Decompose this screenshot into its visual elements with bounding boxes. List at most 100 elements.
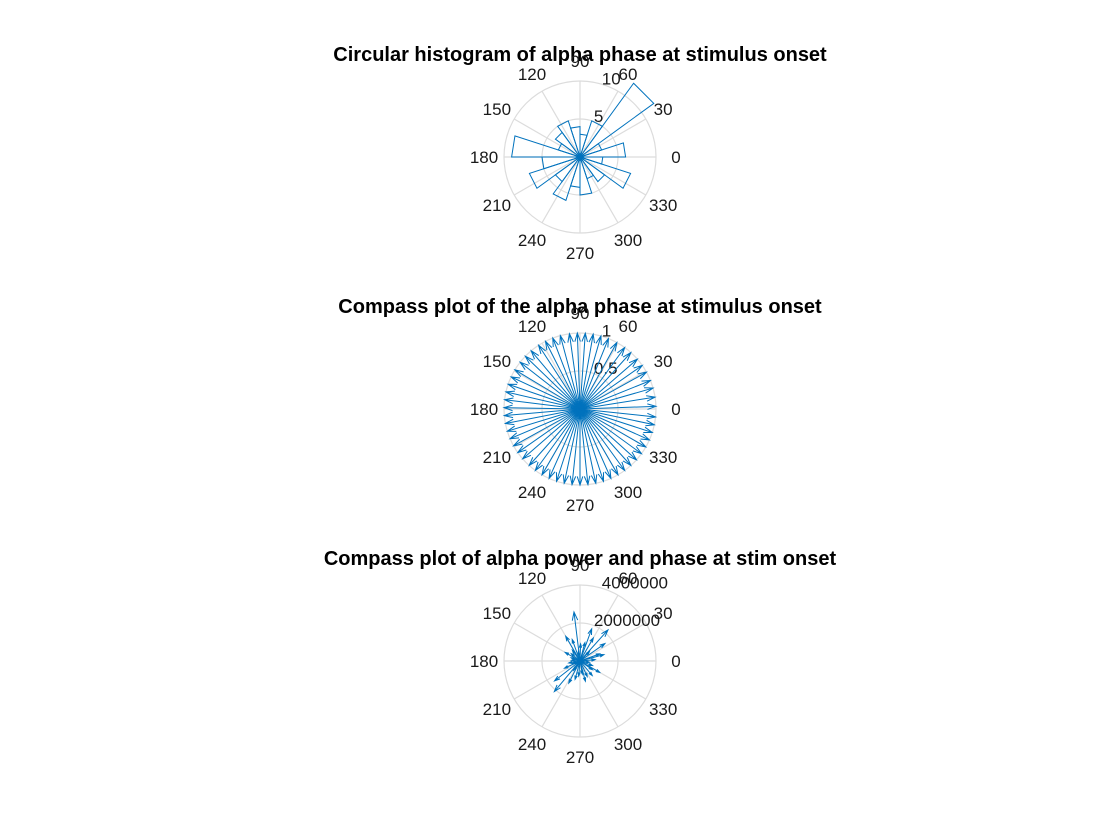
angle-tick-label: 90 — [571, 304, 590, 323]
compass-arrow — [502, 404, 581, 412]
compass-arrow — [579, 351, 632, 410]
compass-arrow — [579, 408, 658, 420]
compass-arrow — [516, 408, 581, 454]
angle-tick-label: 0 — [671, 148, 680, 167]
compass-arrow — [579, 358, 639, 410]
radial-tick-label: 10 — [602, 70, 621, 89]
compass-arrow — [521, 408, 581, 460]
angle-tick-label: 300 — [614, 231, 642, 250]
compass-arrow — [579, 346, 626, 410]
compass-arrow — [579, 395, 657, 410]
compass-arrow — [576, 409, 584, 487]
compass-arrow — [579, 642, 607, 662]
compass-arrow — [544, 339, 581, 410]
compass-arrow — [579, 379, 652, 410]
angle-tick-label: 30 — [654, 352, 673, 371]
angle-tick-label: 330 — [649, 448, 677, 467]
compass-arrow — [553, 660, 581, 693]
compass-arrow — [579, 660, 592, 664]
compass-arrow — [508, 408, 581, 440]
compass-arrow — [579, 408, 638, 461]
grid-spoke — [541, 660, 581, 728]
compass-arrow — [579, 387, 655, 410]
angle-tick-label: 300 — [614, 735, 642, 754]
compass-arrow — [579, 334, 602, 410]
compass-arrow — [579, 337, 610, 410]
angle-tick-label: 90 — [571, 556, 590, 575]
angle-tick-label: 60 — [619, 65, 638, 84]
compass-arrow — [579, 408, 643, 455]
compass-arrow — [559, 334, 581, 410]
grid-spoke — [513, 118, 581, 158]
grid-spoke — [579, 660, 619, 728]
compass-arrow — [574, 331, 581, 410]
compass-arrow — [528, 408, 581, 467]
plot2-title: Compass plot of the alpha phase at stimu… — [338, 296, 822, 318]
radial-tick-label: 4000000 — [602, 574, 668, 593]
angle-tick-label: 120 — [518, 569, 546, 588]
angle-tick-label: 180 — [470, 148, 498, 167]
compass-arrow — [518, 361, 581, 410]
radial-tick-label: 2000000 — [594, 611, 660, 630]
histogram-bin — [579, 156, 632, 190]
angle-tick-label: 0 — [671, 652, 680, 671]
compass-arrow — [556, 408, 581, 483]
grid-spoke — [579, 156, 647, 196]
angle-tick-label: 270 — [566, 496, 594, 515]
compass-arrow — [579, 660, 594, 677]
angle-tick-label: 0 — [671, 400, 680, 419]
compass-arrow — [563, 651, 581, 662]
compass-arrow — [579, 627, 593, 662]
grid-spoke — [513, 660, 581, 700]
compass-arrow — [579, 636, 595, 662]
angle-tick-label: 180 — [470, 400, 498, 419]
grid-spoke — [579, 622, 647, 662]
compass-arrow — [579, 653, 606, 662]
compass-arrow — [577, 660, 581, 678]
compass-arrow — [502, 397, 581, 410]
compass-arrow — [571, 638, 581, 662]
angle-tick-label: 240 — [518, 735, 546, 754]
compass-arrow — [579, 408, 651, 441]
compass-arrow — [579, 371, 648, 410]
angle-tick-label: 330 — [649, 700, 677, 719]
compass-arrow — [537, 343, 581, 410]
angle-tick-label: 330 — [649, 196, 677, 215]
compass-arrow — [579, 408, 604, 483]
compass-arrow — [503, 408, 581, 426]
histogram-bin — [579, 82, 655, 158]
histogram-bin — [579, 120, 604, 158]
angle-tick-label: 30 — [654, 100, 673, 119]
compass-arrow — [541, 408, 581, 477]
compass-arrow — [564, 634, 581, 662]
compass-arrow — [568, 660, 581, 685]
compass-arrow — [579, 408, 632, 467]
grid-spoke — [541, 156, 581, 224]
compass-arrow — [513, 369, 581, 410]
angle-tick-label: 60 — [619, 317, 638, 336]
grid-spoke — [579, 118, 647, 158]
angle-tick-label: 150 — [483, 604, 511, 623]
angle-tick-label: 210 — [483, 700, 511, 719]
compass-arrow — [509, 376, 581, 410]
compass-arrow — [506, 383, 581, 410]
compass-arrow — [569, 408, 581, 487]
angle-tick-label: 300 — [614, 483, 642, 502]
angle-tick-label: 150 — [483, 352, 511, 371]
grid-spoke — [541, 342, 581, 410]
compass-arrow — [579, 660, 602, 674]
angle-tick-label: 180 — [470, 652, 498, 671]
compass-arrow — [579, 331, 588, 410]
histogram-bin — [579, 156, 604, 165]
compass-arrow — [579, 660, 587, 683]
compass-arrow — [579, 408, 648, 448]
compass-arrow — [579, 332, 595, 410]
angle-tick-label: 60 — [619, 569, 638, 588]
compass-arrow — [530, 349, 581, 410]
compass-arrow — [567, 332, 581, 410]
compass-arrow — [548, 408, 581, 480]
angle-tick-label: 120 — [518, 317, 546, 336]
compass-arrow — [579, 408, 619, 477]
compass-arrow — [579, 408, 654, 433]
